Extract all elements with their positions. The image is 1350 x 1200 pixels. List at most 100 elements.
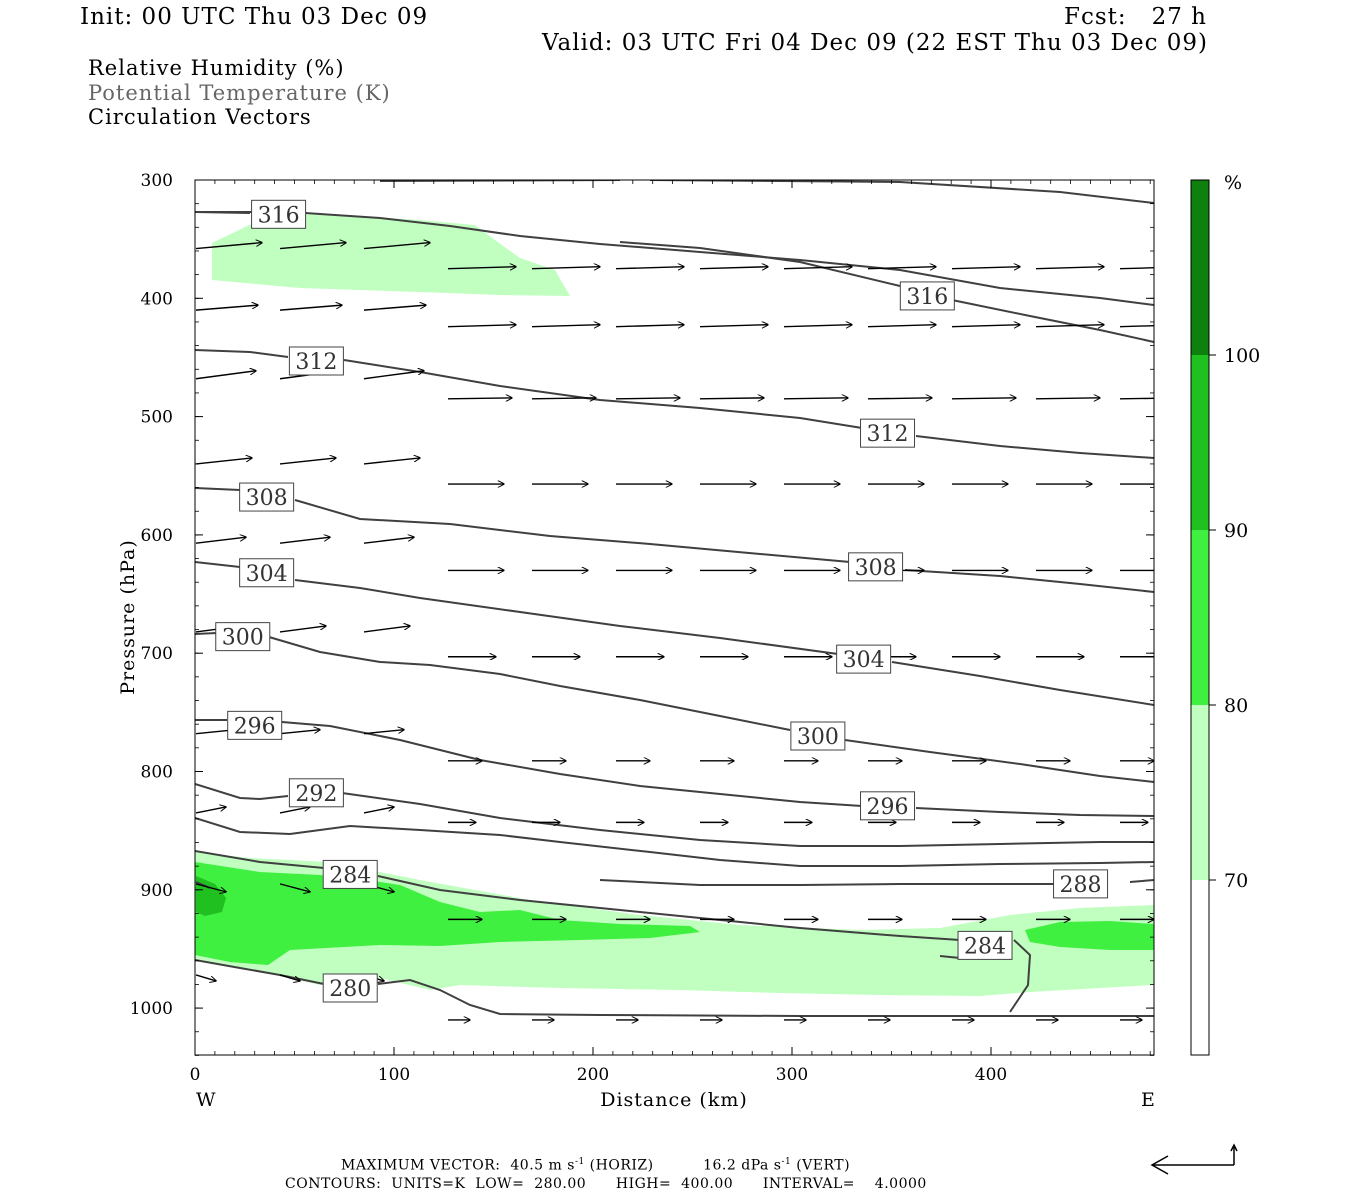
max-vector-line: MAXIMUM VECTOR: 40.5 m s-1 (HORIZ) 16.2 … <box>341 1157 850 1174</box>
theta-contour-line <box>195 561 1154 706</box>
circulation-vector <box>447 325 516 327</box>
y-tick-label: 600 <box>141 526 173 546</box>
theta-label: 284 <box>957 930 1013 960</box>
colorbar-band-80 <box>1191 530 1209 705</box>
circulation-vector <box>615 398 680 399</box>
theta-contour-line <box>195 783 1154 847</box>
theta-label-text: 316 <box>258 203 300 228</box>
circulation-vector <box>783 267 852 269</box>
circulation-vector <box>279 458 336 465</box>
x-axis-label: Distance (km) <box>600 1089 748 1111</box>
theta-label: 300 <box>215 622 271 652</box>
theta-label-box <box>227 710 283 740</box>
x-axis: 0 100 200 300 400 <box>190 180 1007 1085</box>
circulation-vector <box>951 398 1016 399</box>
horiz-max-value: 40.5 m s <box>510 1157 575 1174</box>
theta-label-box <box>239 482 295 512</box>
x-tick-label: 300 <box>776 1065 808 1085</box>
theta-contours <box>195 180 1154 1017</box>
theta-label-text: 308 <box>855 556 897 581</box>
circulation-vector <box>195 537 246 544</box>
theta-label: 308 <box>239 482 295 512</box>
circulation-vector <box>867 267 936 269</box>
y-tick-label: 1000 <box>130 999 173 1019</box>
circulation-vector <box>867 325 936 327</box>
theta-contour-line <box>195 817 1154 867</box>
theta-label-text: 316 <box>906 285 948 310</box>
theta-label-text: 284 <box>329 863 371 888</box>
theta-label: 280 <box>322 973 378 1003</box>
circulation-vector <box>1035 325 1104 327</box>
circulation-vector <box>1119 267 1154 270</box>
theta-label: 304 <box>239 558 295 588</box>
circulation-vector <box>195 371 256 380</box>
circulation-vector <box>699 398 764 399</box>
colorbar-label-80: 80 <box>1224 695 1248 717</box>
x-tick-label: 200 <box>577 1065 609 1085</box>
horiz-exponent: -1 <box>574 1157 585 1167</box>
legend-circulation-vectors: Circulation Vectors <box>88 105 312 129</box>
theta-label-text: 308 <box>246 486 288 511</box>
plot-frame <box>194 179 1155 1056</box>
circulation-vector <box>699 267 768 269</box>
theta-label: 284 <box>322 859 378 889</box>
theta-label-box <box>848 552 904 582</box>
y-tick-label: 400 <box>141 289 173 309</box>
circulation-vector <box>363 458 420 465</box>
east-label: E <box>1141 1089 1155 1111</box>
circulation-vector <box>363 626 410 633</box>
theta-label-box <box>215 622 271 652</box>
west-label: W <box>196 1089 216 1111</box>
circulation-vector <box>1035 267 1104 269</box>
theta-contour-line <box>195 959 1154 1017</box>
legend-relative-humidity: Relative Humidity (%) <box>88 56 345 80</box>
circulation-vector <box>699 325 768 327</box>
circulation-vector <box>363 730 404 735</box>
theta-label-text: 304 <box>246 562 288 587</box>
circulation-vector <box>615 267 684 269</box>
circulation-vector <box>531 398 596 399</box>
rh-70-upper-region <box>212 214 570 296</box>
circulation-vector <box>363 807 394 814</box>
circulation-vector <box>195 243 262 250</box>
reference-vector-icon <box>1150 1143 1238 1175</box>
horiz-suffix: (HORIZ) <box>589 1157 654 1174</box>
vert-suffix: (VERT) <box>796 1157 851 1174</box>
theta-label: 312 <box>860 418 916 448</box>
theta-contour-line <box>195 850 1032 1013</box>
theta-label: 296 <box>860 791 916 821</box>
circulation-vector <box>195 974 216 981</box>
x-tick-label: 400 <box>975 1065 1007 1085</box>
y-axis-label: Pressure (hPa) <box>117 539 139 695</box>
theta-label-text: 300 <box>797 725 839 750</box>
colorbar-label-70: 70 <box>1224 870 1248 892</box>
colorbar-band-100 <box>1191 180 1209 355</box>
theta-label: 316 <box>251 199 307 229</box>
theta-label-box <box>322 859 378 889</box>
theta-label-box <box>860 418 916 448</box>
circulation-vector <box>447 398 512 399</box>
theta-label-box <box>288 778 344 808</box>
circulation-vector <box>951 325 1020 327</box>
rh-80-right-region <box>1025 921 1154 950</box>
circulation-vector <box>279 305 342 311</box>
theta-label-text: 304 <box>843 648 885 673</box>
circulation-vector <box>279 626 326 633</box>
circulation-vector <box>195 883 226 892</box>
theta-label-text: 296 <box>867 795 909 820</box>
theta-contour-line <box>195 719 1154 817</box>
circulation-vector <box>363 305 426 311</box>
circulation-vector <box>279 537 330 544</box>
frame-ticks <box>194 179 1154 1056</box>
colorbar-label-90: 90 <box>1224 520 1248 542</box>
circulation-vector <box>279 974 300 981</box>
colorbar-unit: % <box>1224 172 1242 194</box>
vert-max-value: 16.2 dPa s <box>703 1157 782 1174</box>
circulation-vector <box>531 325 600 327</box>
y-tick-label: 500 <box>141 408 173 428</box>
theta-label-box <box>836 644 892 674</box>
circulation-vector <box>783 398 848 399</box>
colorbar-label-100: 100 <box>1224 345 1260 367</box>
theta-label-text: 312 <box>295 350 337 375</box>
